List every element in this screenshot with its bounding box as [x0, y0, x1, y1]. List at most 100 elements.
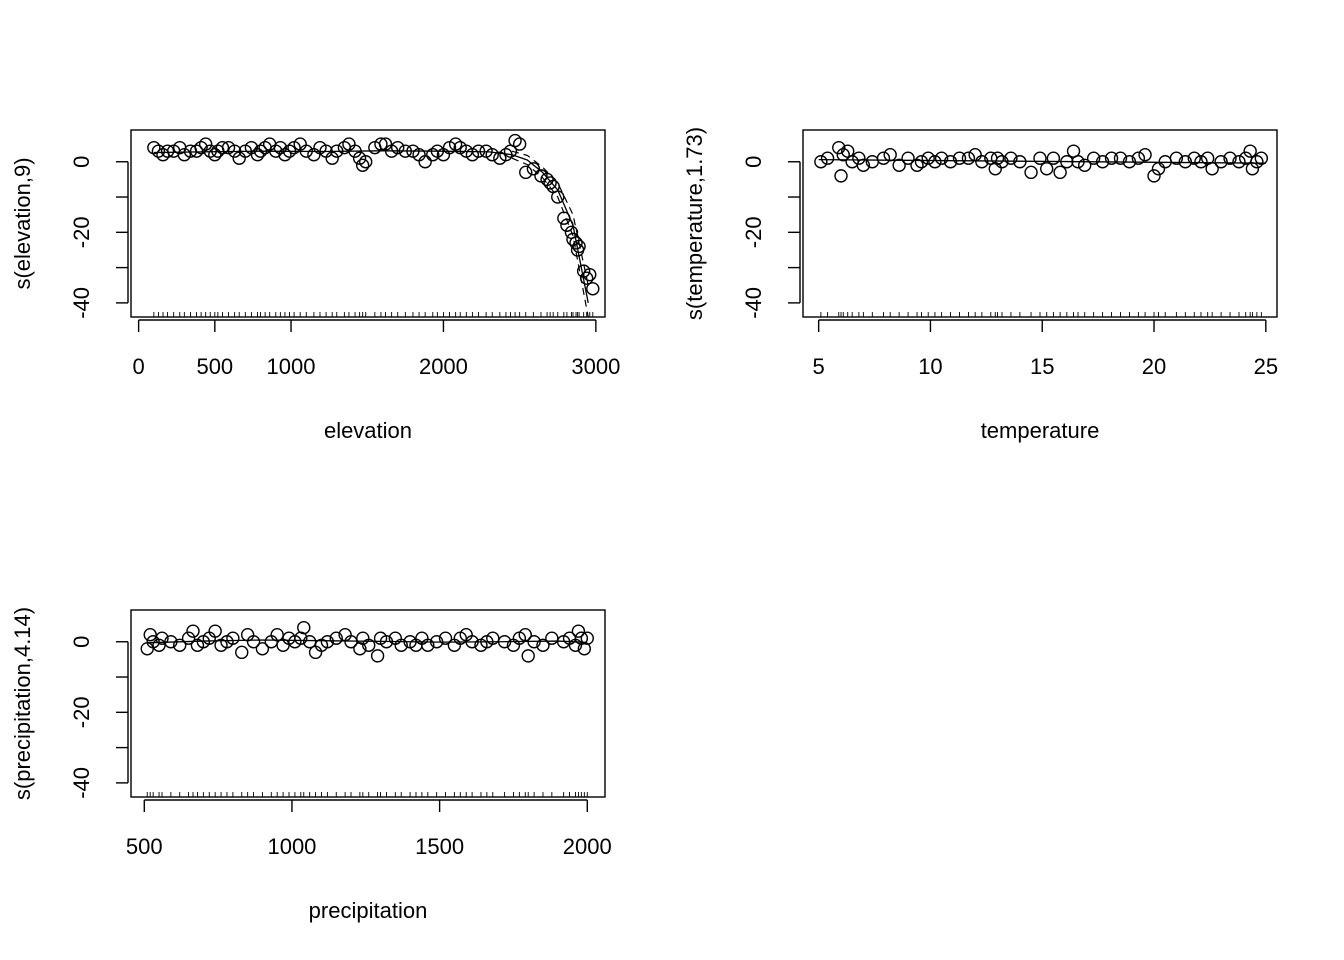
- data-point: [164, 635, 178, 649]
- x-tick-label: 2000: [563, 834, 612, 859]
- xlabel-elevation: elevation: [324, 418, 412, 443]
- data-point: [586, 282, 600, 296]
- data-point: [273, 140, 288, 155]
- x-tick-label: 500: [196, 354, 233, 379]
- data-point: [968, 147, 982, 162]
- data-point: [536, 638, 550, 652]
- xlabel-precipitation: precipitation: [309, 898, 428, 923]
- data-point: [253, 144, 268, 158]
- data-point: [325, 151, 339, 165]
- x-tick-label: 15: [1030, 354, 1054, 379]
- data-point: [1046, 151, 1061, 165]
- data-point: [1187, 151, 1201, 165]
- data-point: [198, 137, 213, 151]
- data-point: [429, 635, 444, 649]
- xlabel-temperature: temperature: [981, 418, 1100, 443]
- data-point: [1151, 162, 1166, 176]
- data-point: [569, 236, 583, 250]
- data-point: [485, 147, 499, 162]
- data-point: [1232, 155, 1246, 169]
- data-point: [519, 165, 533, 180]
- data-point: [1033, 151, 1047, 165]
- data-point: [580, 631, 594, 645]
- data-point: [814, 155, 828, 169]
- data-point: [1024, 165, 1038, 180]
- data-point: [527, 635, 541, 649]
- data-point: [379, 635, 394, 649]
- data-point: [508, 133, 522, 148]
- data-point: [189, 144, 204, 158]
- data-point: [215, 140, 230, 155]
- data-point: [1040, 162, 1054, 176]
- data-point: [1104, 151, 1119, 165]
- data-point: [892, 158, 906, 172]
- x-tick-label: 10: [918, 354, 942, 379]
- data-point: [834, 169, 848, 183]
- data-point: [571, 624, 586, 638]
- data-point: [355, 158, 370, 172]
- data-point: [1086, 151, 1101, 165]
- data-point: [320, 635, 335, 649]
- data-point: [438, 631, 453, 645]
- data-point: [394, 638, 408, 652]
- data-point: [418, 155, 432, 169]
- data-point: [1223, 151, 1237, 165]
- data-point: [208, 624, 222, 638]
- data-point: [250, 147, 265, 162]
- x-tick-label: 20: [1142, 354, 1166, 379]
- plot-frame-elevation: [130, 129, 606, 318]
- data-point: [235, 645, 249, 660]
- data-point: [1095, 155, 1110, 169]
- data-point: [152, 638, 166, 652]
- data-point: [227, 144, 242, 158]
- data-point: [297, 620, 311, 635]
- data-point: [426, 147, 440, 162]
- data-point: [1194, 155, 1208, 169]
- data-point: [465, 635, 479, 649]
- marks-precipitation: 500 1000 1500 2000 0 -20 -40: [69, 620, 612, 859]
- data-point: [952, 151, 967, 165]
- data-point: [370, 649, 385, 663]
- data-point: [1147, 169, 1161, 183]
- data-point: [151, 144, 166, 158]
- data-point: [583, 267, 597, 282]
- y-tick-label: -40: [69, 287, 94, 319]
- data-point: [551, 190, 565, 204]
- data-point: [486, 631, 500, 645]
- data-point: [820, 151, 835, 165]
- data-point: [1214, 155, 1228, 169]
- data-point: [545, 631, 559, 645]
- data-point: [330, 144, 344, 158]
- y-tick-label: -20: [69, 216, 94, 248]
- data-point: [852, 151, 866, 165]
- data-point: [246, 635, 261, 649]
- x-tick-label: 5: [813, 354, 825, 379]
- x-tick-label: 1000: [267, 354, 316, 379]
- data-point: [1205, 162, 1219, 176]
- ylabel-elevation: s(elevation,9): [10, 157, 35, 289]
- data-point: [1131, 151, 1146, 165]
- y-tick-label: -40: [741, 287, 766, 319]
- data-point: [226, 631, 240, 645]
- data-point: [391, 140, 405, 155]
- data-point: [307, 147, 321, 162]
- data-point: [282, 144, 297, 158]
- data-point: [329, 631, 343, 645]
- data-point: [143, 628, 157, 642]
- data-point: [1250, 155, 1264, 169]
- data-point: [448, 137, 463, 151]
- data-point: [990, 151, 1005, 165]
- data-point: [1013, 155, 1027, 169]
- marks-elevation: 0 500 1000 2000 3000 0 -20 -40: [69, 133, 620, 379]
- data-point: [928, 155, 942, 169]
- data-point: [526, 162, 541, 176]
- data-point: [497, 635, 512, 649]
- data-point: [208, 147, 222, 162]
- data-point: [1078, 158, 1092, 172]
- data-point: [934, 151, 949, 165]
- data-point: [512, 137, 527, 151]
- data-point: [1060, 155, 1074, 169]
- data-point: [299, 144, 313, 158]
- panel-elevation: elevation s(elevation,9) 0 500 1000 2000 300…: [10, 129, 620, 443]
- data-point: [883, 147, 897, 162]
